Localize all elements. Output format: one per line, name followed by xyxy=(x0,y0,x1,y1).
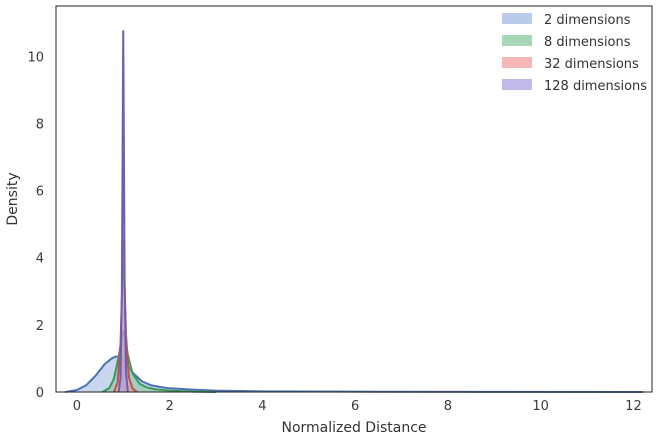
legend-label-8-dimensions: 8 dimensions xyxy=(544,35,631,50)
legend-label-2-dimensions: 2 dimensions xyxy=(544,13,631,28)
y-axis-label: Density xyxy=(5,172,21,225)
axes: 0 2 4 6 8 10 12 0 2 4 6 8 10 Normalized Distance Densi… xyxy=(5,5,653,436)
plot-area xyxy=(65,30,643,393)
series-area-2-dimensions xyxy=(65,356,643,392)
y-tick-label: 2 xyxy=(36,319,44,334)
legend-label-32-dimensions: 32 dimensions xyxy=(544,57,639,72)
y-tick-label: 10 xyxy=(27,50,44,65)
legend-swatch-128-dimensions xyxy=(502,79,532,90)
x-tick-label: 2 xyxy=(165,399,173,414)
legend-swatch-8-dimensions xyxy=(502,35,532,46)
axes-frame xyxy=(55,5,653,393)
x-axis-label: Normalized Distance xyxy=(281,420,426,436)
y-tick-label: 8 xyxy=(36,117,44,132)
series-line-2-dimensions xyxy=(65,355,643,393)
x-tick-label: 10 xyxy=(532,399,549,414)
x-tick-label: 4 xyxy=(258,399,266,414)
x-tick-label: 8 xyxy=(444,399,452,414)
series-area-8-dimensions xyxy=(102,330,217,392)
legend-label-128-dimensions: 128 dimensions xyxy=(544,79,647,94)
legend-swatch-32-dimensions xyxy=(502,57,532,68)
y-tick-label: 6 xyxy=(36,185,44,200)
x-tick-label: 6 xyxy=(351,399,359,414)
y-tick-label: 4 xyxy=(36,252,44,267)
y-tick-label: 0 xyxy=(36,386,44,401)
legend: 2 dimensions 8 dimensions 32 dimensions 128… xyxy=(502,13,647,94)
series-line-128-dimensions xyxy=(117,30,129,393)
x-tick-label: 12 xyxy=(625,399,642,414)
legend-swatch-2-dimensions xyxy=(502,13,532,24)
x-tick-label: 0 xyxy=(73,399,81,414)
